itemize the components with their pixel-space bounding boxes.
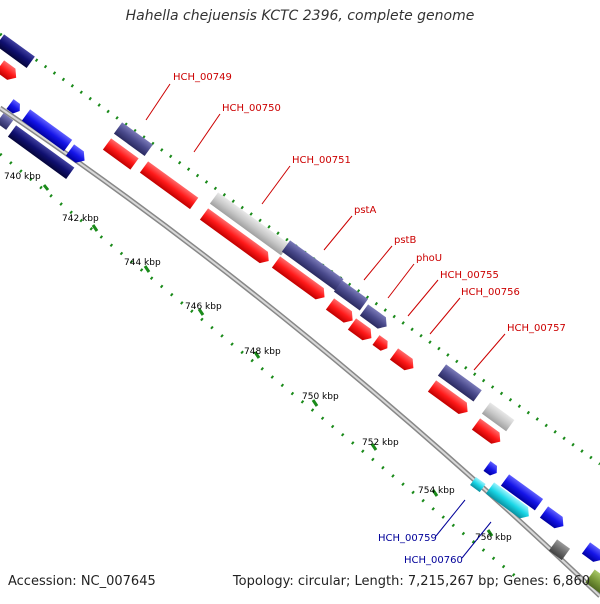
gene-block[interactable] [347,318,376,343]
gene-block[interactable] [500,474,544,511]
gene-label-hch-00751[interactable]: HCH_00751 [292,155,351,166]
gene-block[interactable] [470,476,486,493]
tick-label-748: 748 kbp [244,347,281,357]
gene-block[interactable] [581,542,600,565]
gene-block[interactable] [548,539,571,561]
genome-summary-text: Topology: circular; Length: 7,215,267 bp… [232,574,590,589]
gene-block[interactable] [271,256,329,303]
genome-backbone-highlight [0,107,600,597]
tick-label-754: 754 kbp [418,486,455,496]
gene-block[interactable] [372,335,390,353]
gene-block[interactable] [325,298,357,326]
tick-label-746: 746 kbp [185,302,222,312]
gene-block[interactable] [139,161,199,210]
genome-backbone [0,105,600,598]
genome-title: Hahella chejuensis KCTC 2396, complete g… [125,8,475,24]
outer-strand-genes [0,34,600,595]
tick-marks [42,184,494,537]
accession-text: Accession: NC_007645 [8,574,156,589]
gene-block[interactable] [333,280,369,311]
gene-block[interactable] [65,144,89,166]
gene-block[interactable] [102,138,139,170]
tick-label-750: 750 kbp [302,392,339,402]
gene-label-hch-00749[interactable]: HCH_00749 [173,72,232,83]
tick-label-744: 744 kbp [124,258,161,268]
gene-block[interactable] [389,348,418,373]
tick-label-752: 752 kbp [362,438,399,448]
gene-label-phou[interactable]: phoU [416,253,442,264]
gene-label-pstb[interactable]: pstB [394,235,416,246]
tick-label-742: 742 kbp [62,214,99,224]
tick-label-756: 756 kbp [475,533,512,543]
gene-block[interactable] [6,99,23,116]
gene-block[interactable] [281,240,344,291]
gene-label-hch-00757[interactable]: HCH_00757 [507,323,566,334]
gene-label-hch-00756[interactable]: HCH_00756 [461,287,520,298]
gene-label-hch-00760[interactable]: HCH_00760 [404,555,463,566]
gene-block[interactable] [485,482,533,522]
label-leaders-blue [435,499,492,559]
gene-block[interactable] [427,380,472,417]
gene-label-hch-00755[interactable]: HCH_00755 [440,270,499,281]
gene-block[interactable] [199,208,273,266]
label-leaders [145,83,506,371]
gene-block[interactable] [437,364,482,402]
gene-block[interactable] [0,60,20,83]
gene-block[interactable] [0,113,14,130]
gene-block[interactable] [7,125,75,179]
gene-block[interactable] [359,304,391,332]
gene-label-hch-00759[interactable]: HCH_00759 [378,533,437,544]
gene-label-psta[interactable]: pstA [354,205,376,216]
gene-label-hch-00750[interactable]: HCH_00750 [222,103,281,114]
inner-dotted-ring [0,152,521,582]
gene-block[interactable] [471,418,504,447]
gene-block[interactable] [0,34,35,68]
gene-block[interactable] [21,109,73,152]
gene-block[interactable] [585,569,600,595]
gene-block[interactable] [113,122,153,156]
tick-label-740: 740 kbp [4,172,41,182]
gene-block[interactable] [539,506,568,531]
gene-block[interactable] [483,461,500,478]
gene-block[interactable] [481,402,515,432]
gene-block[interactable] [209,192,290,256]
